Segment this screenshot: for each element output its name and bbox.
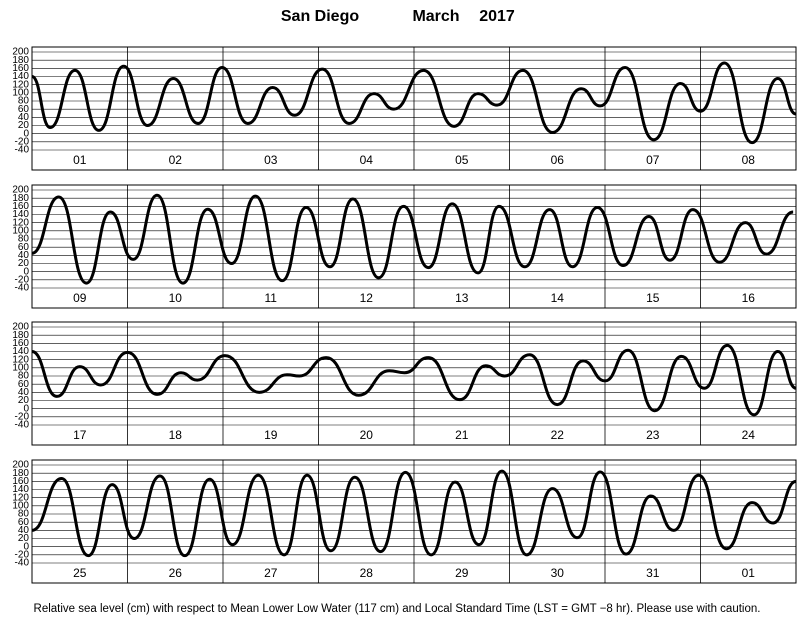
footnote: Relative sea level (cm) with respect to … — [34, 603, 761, 615]
y-tick-label: 20 — [18, 120, 30, 131]
day-label: 23 — [646, 428, 660, 442]
day-label: 12 — [360, 291, 374, 305]
y-tick-label: 140 — [12, 346, 29, 357]
y-tick-label: 0 — [23, 266, 29, 277]
y-tick-label: 120 — [12, 354, 29, 365]
y-tick-label: 180 — [12, 193, 29, 204]
day-label: 19 — [264, 428, 278, 442]
day-label: 11 — [265, 291, 278, 305]
y-tick-label: 140 — [12, 209, 29, 220]
y-tick-label: 80 — [18, 371, 30, 382]
y-tick-label: 140 — [12, 71, 29, 82]
y-tick-label: 100 — [12, 500, 29, 511]
title-location: San Diego — [281, 8, 359, 25]
y-tick-label: 0 — [23, 128, 29, 139]
day-label: 26 — [169, 566, 183, 580]
tide-curve — [31, 343, 797, 417]
day-label: 07 — [646, 153, 660, 167]
day-label: 21 — [455, 428, 469, 442]
y-tick-label: 60 — [18, 104, 30, 115]
y-tick-label: 60 — [18, 379, 30, 390]
day-label: 27 — [264, 566, 278, 580]
y-tick-label: 100 — [12, 225, 29, 236]
panel-frame — [31, 184, 797, 309]
y-tick-label: 100 — [12, 87, 29, 98]
y-tick-label: 20 — [18, 258, 30, 269]
day-label: 22 — [551, 428, 565, 442]
day-label: 06 — [551, 153, 565, 167]
y-tick-label: 140 — [12, 484, 29, 495]
y-tick-label: 120 — [12, 492, 29, 503]
y-tick-label: -40 — [15, 558, 30, 569]
y-tick-label: 160 — [12, 476, 29, 487]
y-tick-label: 180 — [12, 468, 29, 479]
y-tick-label: 160 — [12, 63, 29, 74]
y-tick-label: 60 — [18, 517, 30, 528]
day-label: 01 — [742, 566, 756, 580]
panel-frame — [31, 459, 797, 584]
y-tick-label: 200 — [12, 322, 29, 333]
day-label: 20 — [360, 428, 374, 442]
day-label: 30 — [551, 566, 565, 580]
y-tick-label: 200 — [12, 47, 29, 58]
day-label: 28 — [360, 566, 374, 580]
day-label: 14 — [551, 291, 565, 305]
day-label: 08 — [742, 153, 756, 167]
y-tick-label: 180 — [12, 330, 29, 341]
day-label: 16 — [742, 291, 756, 305]
y-tick-label: 40 — [18, 387, 30, 398]
tide-curve — [31, 61, 797, 145]
day-label: 25 — [73, 566, 87, 580]
day-label: 01 — [73, 153, 87, 167]
day-label: 04 — [360, 153, 374, 167]
y-tick-label: 20 — [18, 395, 30, 406]
y-tick-label: 80 — [18, 509, 30, 520]
y-tick-label: -20 — [15, 136, 30, 147]
day-label: 05 — [455, 153, 469, 167]
y-tick-label: 0 — [23, 403, 29, 414]
day-label: 18 — [169, 428, 183, 442]
day-label: 09 — [73, 291, 87, 305]
day-label: 24 — [742, 428, 756, 442]
panel-frame — [31, 321, 797, 446]
y-tick-label: 20 — [18, 533, 30, 544]
day-label: 03 — [264, 153, 278, 167]
y-tick-label: 100 — [12, 362, 29, 373]
title-month: March — [412, 8, 459, 25]
y-tick-label: 80 — [18, 96, 30, 107]
y-tick-label: 200 — [12, 185, 29, 196]
y-tick-label: -40 — [15, 283, 30, 294]
panel-frame — [31, 46, 797, 171]
y-tick-label: 200 — [12, 460, 29, 471]
y-tick-label: 160 — [12, 338, 29, 349]
tide-curve — [31, 193, 794, 285]
title-year: 2017 — [479, 8, 515, 25]
day-label: 02 — [169, 153, 183, 167]
y-tick-label: 120 — [12, 79, 29, 90]
day-label: 31 — [646, 566, 660, 580]
y-tick-label: 0 — [23, 541, 29, 552]
y-tick-label: 40 — [18, 112, 30, 123]
y-tick-label: -20 — [15, 274, 30, 285]
y-tick-label: 40 — [18, 525, 30, 536]
y-tick-label: 180 — [12, 55, 29, 66]
y-tick-label: 120 — [12, 217, 29, 228]
y-tick-label: 40 — [18, 250, 30, 261]
y-tick-label: -20 — [15, 549, 30, 560]
y-tick-label: -40 — [15, 145, 30, 156]
y-tick-label: -20 — [15, 411, 30, 422]
day-label: 13 — [455, 291, 469, 305]
y-tick-label: 80 — [18, 234, 30, 245]
day-label: 15 — [646, 291, 660, 305]
y-tick-label: 60 — [18, 242, 30, 253]
day-label: 10 — [169, 291, 183, 305]
day-label: 29 — [455, 566, 469, 580]
y-tick-label: 160 — [12, 201, 29, 212]
tide-curve — [31, 469, 797, 558]
day-label: 17 — [73, 428, 87, 442]
y-tick-label: -40 — [15, 420, 30, 431]
